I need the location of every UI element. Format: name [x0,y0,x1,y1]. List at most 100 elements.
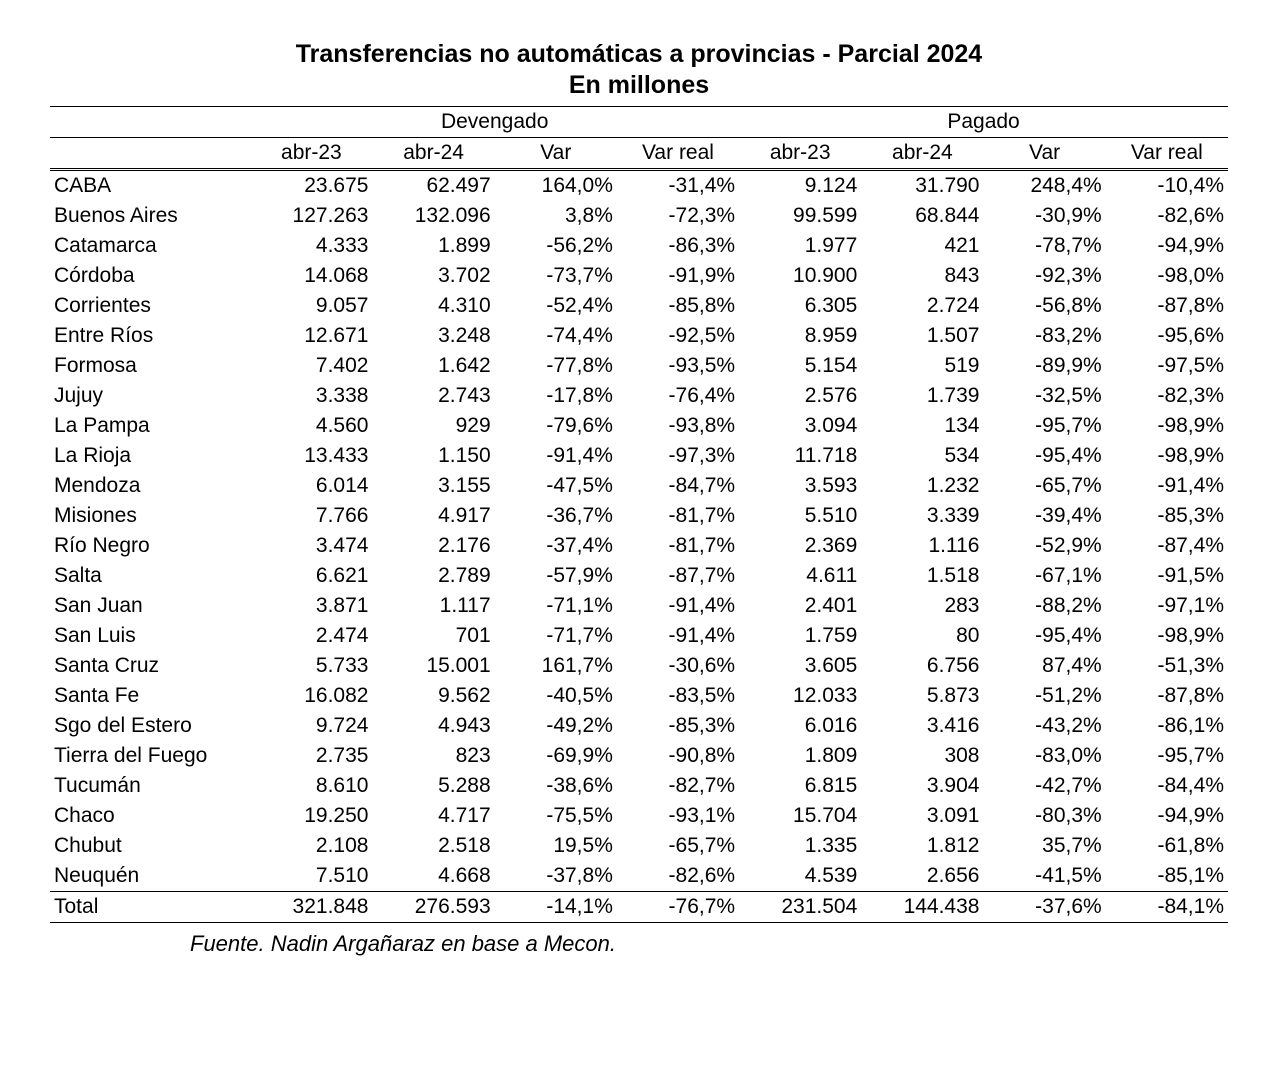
col-header-province [50,138,250,170]
value-cell: 4.611 [739,561,861,591]
province-cell: Corrientes [50,291,250,321]
value-cell: 4.560 [250,411,372,441]
value-cell: -37,8% [495,861,617,892]
total-value-cell: 321.848 [250,892,372,923]
value-cell: 3.593 [739,471,861,501]
column-header-row: abr-23 abr-24 Var Var real abr-23 abr-24… [50,138,1228,170]
total-value-cell: -76,7% [617,892,739,923]
province-cell: Santa Fe [50,681,250,711]
value-cell: -91,4% [617,621,739,651]
value-cell: 1.335 [739,831,861,861]
value-cell: -98,9% [1106,621,1228,651]
value-cell: -83,0% [983,741,1105,771]
value-cell: 5.288 [372,771,494,801]
value-cell: 80 [861,621,983,651]
value-cell: -95,4% [983,441,1105,471]
value-cell: -98,9% [1106,411,1228,441]
value-cell: -67,1% [983,561,1105,591]
value-cell: -57,9% [495,561,617,591]
value-cell: -65,7% [617,831,739,861]
province-cell: Santa Cruz [50,651,250,681]
value-cell: 68.844 [861,201,983,231]
province-cell: Entre Ríos [50,321,250,351]
value-cell: 3.474 [250,531,372,561]
total-value-cell: 276.593 [372,892,494,923]
total-value-cell: -84,1% [1106,892,1228,923]
table-row: Tucumán8.6105.288-38,6%-82,7%6.8153.904-… [50,771,1228,801]
value-cell: 534 [861,441,983,471]
value-cell: -95,7% [1106,741,1228,771]
table-row: Río Negro3.4742.176-37,4%-81,7%2.3691.11… [50,531,1228,561]
table-row: Santa Cruz5.73315.001161,7%-30,6%3.6056.… [50,651,1228,681]
value-cell: 1.232 [861,471,983,501]
table-row: CABA23.67562.497164,0%-31,4%9.12431.7902… [50,170,1228,202]
value-cell: 5.154 [739,351,861,381]
value-cell: 4.333 [250,231,372,261]
value-cell: -71,1% [495,591,617,621]
value-cell: -76,4% [617,381,739,411]
value-cell: -83,2% [983,321,1105,351]
table-row: Sgo del Estero9.7244.943-49,2%-85,3%6.01… [50,711,1228,741]
table-row: Santa Fe16.0829.562-40,5%-83,5%12.0335.8… [50,681,1228,711]
value-cell: -98,9% [1106,441,1228,471]
value-cell: 12.671 [250,321,372,351]
value-cell: -90,8% [617,741,739,771]
value-cell: 127.263 [250,201,372,231]
table-row: Misiones7.7664.917-36,7%-81,7%5.5103.339… [50,501,1228,531]
col-header-pag-varreal: Var real [1106,138,1228,170]
value-cell: 1.117 [372,591,494,621]
table-row: Neuquén7.5104.668-37,8%-82,6%4.5392.656-… [50,861,1228,892]
value-cell: 9.724 [250,711,372,741]
value-cell: 132.096 [372,201,494,231]
value-cell: 164,0% [495,170,617,202]
value-cell: 15.001 [372,651,494,681]
value-cell: 701 [372,621,494,651]
value-cell: -52,9% [983,531,1105,561]
value-cell: 6.305 [739,291,861,321]
value-cell: 12.033 [739,681,861,711]
value-cell: 823 [372,741,494,771]
province-cell: Sgo del Estero [50,711,250,741]
value-cell: -32,5% [983,381,1105,411]
col-header-dev-abr24: abr-24 [372,138,494,170]
value-cell: -30,6% [617,651,739,681]
province-cell: Tucumán [50,771,250,801]
value-cell: 1.739 [861,381,983,411]
value-cell: 2.518 [372,831,494,861]
value-cell: 1.116 [861,531,983,561]
value-cell: 3.248 [372,321,494,351]
col-header-pag-abr23: abr-23 [739,138,861,170]
value-cell: -85,1% [1106,861,1228,892]
group-header-row: Devengado Pagado [50,107,1228,138]
province-cell: Chaco [50,801,250,831]
value-cell: -93,1% [617,801,739,831]
value-cell: 2.743 [372,381,494,411]
value-cell: 3.871 [250,591,372,621]
col-header-dev-varreal: Var real [617,138,739,170]
table-row: San Luis2.474701-71,7%-91,4%1.75980-95,4… [50,621,1228,651]
province-cell: Jujuy [50,381,250,411]
table-row: Mendoza6.0143.155-47,5%-84,7%3.5931.232-… [50,471,1228,501]
value-cell: 2.656 [861,861,983,892]
value-cell: -38,6% [495,771,617,801]
value-cell: -92,3% [983,261,1105,291]
province-cell: Río Negro [50,531,250,561]
value-cell: 1.899 [372,231,494,261]
value-cell: -91,4% [617,591,739,621]
value-cell: -89,9% [983,351,1105,381]
value-cell: 3,8% [495,201,617,231]
value-cell: 2.176 [372,531,494,561]
value-cell: -49,2% [495,711,617,741]
province-cell: San Juan [50,591,250,621]
value-cell: 1.977 [739,231,861,261]
value-cell: -78,7% [983,231,1105,261]
value-cell: 87,4% [983,651,1105,681]
value-cell: 1.642 [372,351,494,381]
value-cell: -79,6% [495,411,617,441]
table-row: Jujuy3.3382.743-17,8%-76,4%2.5761.739-32… [50,381,1228,411]
value-cell: 4.943 [372,711,494,741]
value-cell: -87,7% [617,561,739,591]
value-cell: -80,3% [983,801,1105,831]
value-cell: 8.959 [739,321,861,351]
value-cell: 1.812 [861,831,983,861]
